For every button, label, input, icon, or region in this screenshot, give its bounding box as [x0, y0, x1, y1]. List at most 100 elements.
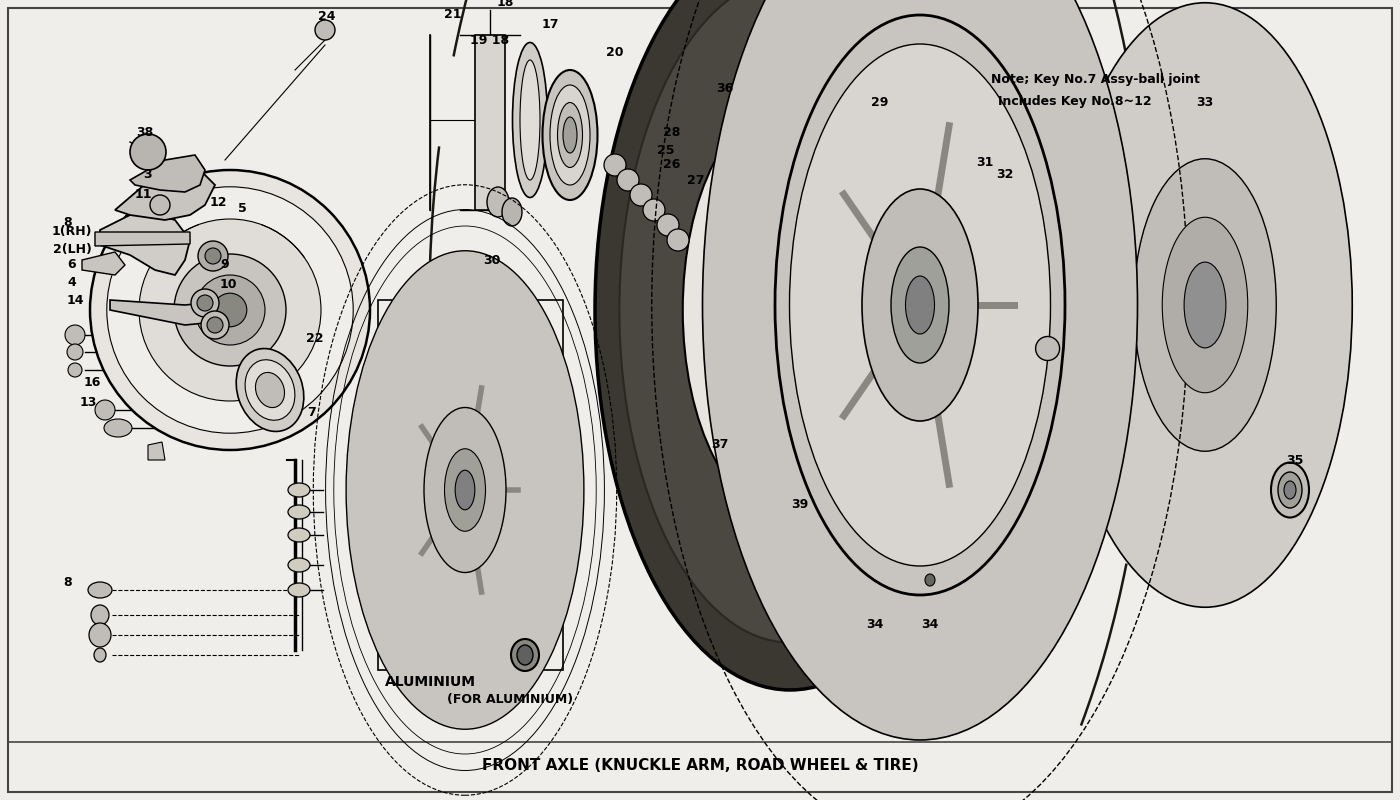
Ellipse shape: [384, 325, 547, 655]
Ellipse shape: [1100, 328, 1121, 370]
Ellipse shape: [455, 470, 475, 510]
Ellipse shape: [1184, 262, 1226, 348]
Circle shape: [204, 248, 221, 264]
Text: 9: 9: [221, 258, 230, 271]
Text: 24: 24: [318, 10, 336, 23]
Ellipse shape: [1289, 328, 1310, 370]
Circle shape: [197, 241, 228, 271]
Ellipse shape: [91, 605, 109, 625]
Circle shape: [729, 450, 750, 470]
Ellipse shape: [1282, 370, 1303, 413]
Ellipse shape: [1194, 85, 1215, 127]
Ellipse shape: [424, 407, 505, 573]
Text: 28: 28: [664, 126, 680, 138]
Ellipse shape: [595, 0, 986, 690]
Circle shape: [1036, 337, 1060, 361]
Circle shape: [630, 184, 652, 206]
Text: 16: 16: [84, 375, 101, 389]
Ellipse shape: [237, 349, 304, 431]
Text: (FOR ALUMINIUM): (FOR ALUMINIUM): [447, 694, 573, 706]
Ellipse shape: [906, 276, 935, 334]
Circle shape: [617, 169, 638, 191]
Ellipse shape: [563, 117, 577, 153]
Ellipse shape: [517, 645, 533, 665]
Circle shape: [213, 293, 246, 326]
Ellipse shape: [776, 15, 1065, 595]
Text: 34: 34: [867, 618, 883, 631]
Text: 35: 35: [1287, 454, 1303, 466]
Circle shape: [748, 440, 763, 456]
Ellipse shape: [288, 583, 309, 597]
Ellipse shape: [1134, 128, 1155, 171]
Ellipse shape: [519, 60, 540, 180]
Polygon shape: [111, 300, 220, 325]
Ellipse shape: [557, 102, 582, 167]
Ellipse shape: [890, 247, 949, 363]
Circle shape: [106, 186, 353, 434]
Polygon shape: [115, 170, 216, 220]
Text: 11: 11: [134, 189, 151, 202]
Text: Note; Key No.7 Assy-ball joint: Note; Key No.7 Assy-ball joint: [991, 74, 1200, 86]
Text: 25: 25: [657, 143, 675, 157]
Ellipse shape: [255, 373, 284, 407]
Ellipse shape: [503, 198, 522, 226]
Text: 29: 29: [871, 95, 889, 109]
Ellipse shape: [1217, 90, 1238, 133]
Text: 6: 6: [67, 258, 77, 271]
Text: 34: 34: [921, 618, 938, 631]
Ellipse shape: [1107, 198, 1128, 240]
Text: 8: 8: [63, 575, 73, 589]
Ellipse shape: [1254, 439, 1275, 482]
Text: 31: 31: [976, 155, 994, 169]
Ellipse shape: [288, 558, 309, 572]
Ellipse shape: [911, 559, 948, 601]
Text: 20: 20: [606, 46, 624, 58]
Circle shape: [197, 295, 213, 311]
Text: 12: 12: [209, 195, 227, 209]
Polygon shape: [148, 442, 165, 460]
Circle shape: [190, 289, 218, 317]
Ellipse shape: [1134, 158, 1277, 451]
Ellipse shape: [1270, 159, 1291, 202]
Circle shape: [64, 325, 85, 345]
Text: 7: 7: [308, 406, 316, 418]
Text: Includes Key No.8~12: Includes Key No.8~12: [998, 95, 1152, 109]
Ellipse shape: [1271, 462, 1309, 518]
Text: 22: 22: [307, 331, 323, 345]
Ellipse shape: [1107, 370, 1128, 413]
Ellipse shape: [288, 505, 309, 519]
Ellipse shape: [1270, 407, 1291, 450]
Circle shape: [130, 134, 167, 170]
Text: 37: 37: [711, 438, 728, 451]
Text: 3: 3: [144, 169, 153, 182]
Text: 27: 27: [687, 174, 704, 186]
Polygon shape: [130, 155, 204, 192]
Text: 33: 33: [1197, 95, 1214, 109]
Ellipse shape: [1162, 218, 1247, 393]
Circle shape: [139, 219, 321, 401]
Ellipse shape: [1152, 104, 1173, 147]
Circle shape: [207, 317, 223, 333]
Ellipse shape: [104, 419, 132, 437]
Ellipse shape: [925, 574, 935, 586]
Ellipse shape: [1119, 407, 1140, 450]
Ellipse shape: [1289, 239, 1310, 282]
Text: 13: 13: [80, 395, 97, 409]
Text: 36: 36: [717, 82, 734, 94]
Text: 2(LH): 2(LH): [53, 242, 91, 255]
Ellipse shape: [512, 42, 547, 198]
Ellipse shape: [346, 250, 584, 730]
Polygon shape: [95, 232, 190, 246]
Ellipse shape: [1194, 482, 1215, 526]
Text: 19 18: 19 18: [470, 34, 510, 46]
Ellipse shape: [683, 101, 897, 519]
Ellipse shape: [619, 0, 960, 642]
Ellipse shape: [862, 189, 979, 421]
Circle shape: [174, 254, 286, 366]
Circle shape: [657, 214, 679, 236]
Ellipse shape: [1110, 110, 1301, 500]
Text: 17: 17: [542, 18, 559, 31]
Bar: [475, 35, 505, 210]
Circle shape: [67, 344, 83, 360]
Ellipse shape: [1100, 239, 1121, 282]
